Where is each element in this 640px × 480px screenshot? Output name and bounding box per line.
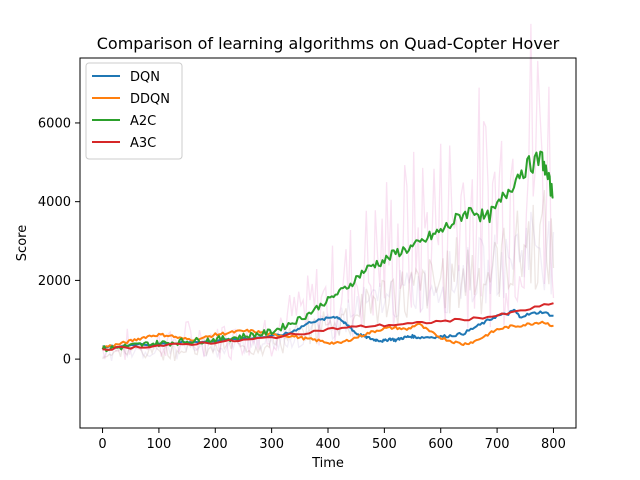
x-tick-label: 100 xyxy=(146,437,171,452)
x-tick-label: 500 xyxy=(372,437,397,452)
legend-label-dqn: DQN xyxy=(130,70,160,85)
chart-title: Comparison of learning algorithms on Qua… xyxy=(97,34,560,53)
noise-trace xyxy=(102,211,555,362)
x-tick-label: 400 xyxy=(316,437,341,452)
series-line-a3c xyxy=(102,302,554,351)
y-tick-label: 0 xyxy=(63,353,71,368)
y-axis-title: Score xyxy=(15,225,30,261)
x-axis: 0 100 200 300 400 500 600 700 800 xyxy=(98,428,566,452)
legend: DQN DDQN A2C A3C xyxy=(85,62,183,160)
series-line-a2c xyxy=(101,150,554,353)
x-tick-label: 800 xyxy=(541,437,566,452)
legend-label-a3c: A3C xyxy=(130,136,156,151)
y-tick-label: 2000 xyxy=(38,274,71,289)
y-tick-label: 6000 xyxy=(38,116,71,131)
x-tick-label: 200 xyxy=(203,437,228,452)
legend-frame xyxy=(85,62,183,160)
x-tick-label: 600 xyxy=(428,437,453,452)
legend-label-ddqn: DDQN xyxy=(130,92,170,107)
series-lines xyxy=(101,150,554,353)
noise-trace xyxy=(101,23,555,362)
y-tick-label: 4000 xyxy=(38,195,71,210)
legend-label-a2c: A2C xyxy=(130,114,156,129)
x-tick-label: 300 xyxy=(259,437,284,452)
series-line-ddqn xyxy=(102,320,554,349)
x-tick-label: 0 xyxy=(98,437,106,452)
x-tick-label: 700 xyxy=(485,437,510,452)
noise-trace xyxy=(102,190,555,362)
y-axis: 0 2000 4000 6000 xyxy=(38,116,80,368)
x-axis-title: Time xyxy=(311,456,344,471)
raw-episode-noise xyxy=(101,23,555,362)
